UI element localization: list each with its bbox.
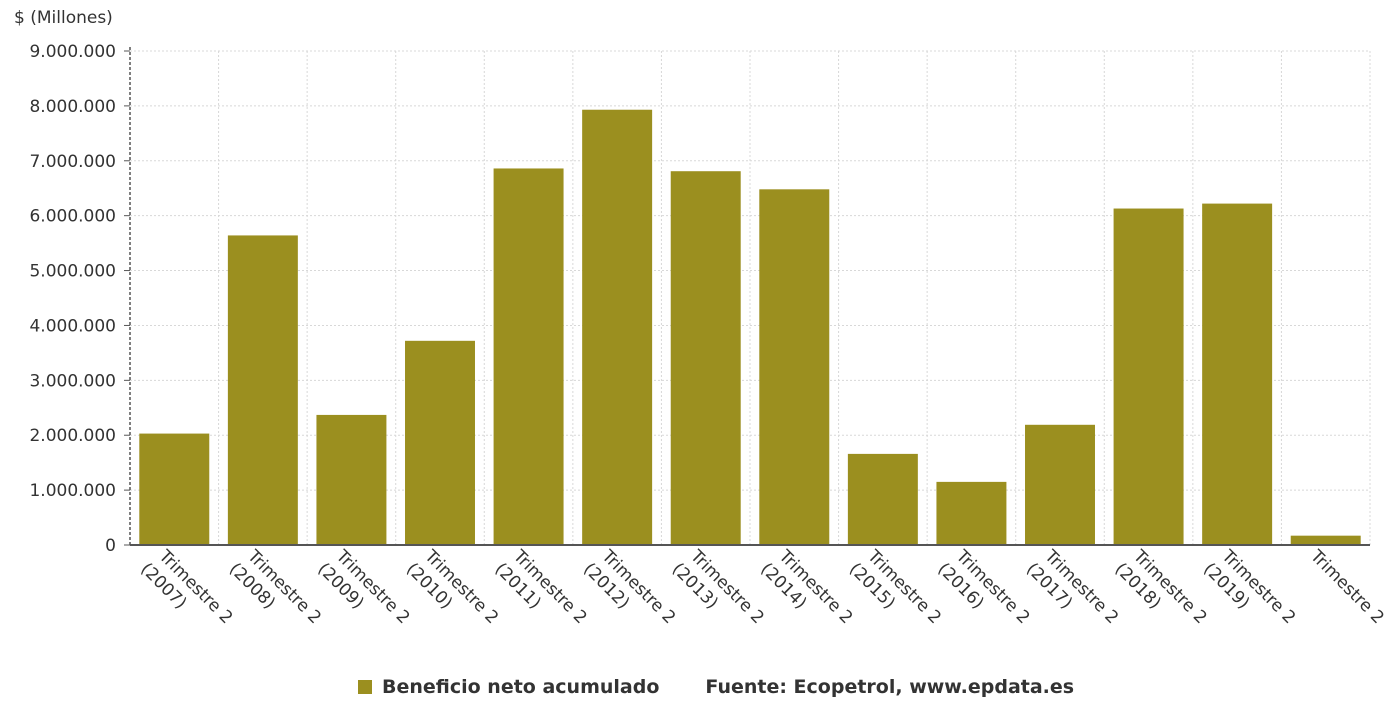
bar: [1202, 203, 1273, 545]
y-tick-label: 0: [105, 536, 116, 556]
y-tick-label: 6.000.000: [29, 207, 116, 227]
x-tick-label: Trimestre 2(2018): [1111, 544, 1211, 644]
bar: [493, 168, 564, 545]
y-tick-label: 3.000.000: [29, 371, 116, 391]
y-tick-label: 2.000.000: [29, 426, 116, 446]
x-tick-label: Trimestre 2(2013): [668, 544, 768, 644]
x-tick-label: Trimestre 2(2007): [136, 544, 236, 644]
y-tick-label: 8.000.000: [29, 97, 116, 117]
bar: [582, 109, 653, 545]
x-tick-label: Trimestre 2(2012): [579, 544, 679, 644]
legend-swatch: [358, 680, 372, 694]
legend-series-label: Beneficio neto acumulado: [382, 676, 660, 698]
bar: [1025, 424, 1095, 545]
bar: [316, 414, 387, 545]
bar: [1290, 535, 1361, 545]
bar: [759, 189, 830, 545]
y-tick-label: 7.000.000: [29, 152, 116, 172]
bar: [670, 171, 741, 545]
bar: [405, 340, 475, 545]
y-tick-label: 1.000.000: [29, 481, 116, 501]
bar: [1113, 208, 1184, 545]
legend: Beneficio neto acumulado Fuente: Ecopetr…: [358, 676, 1074, 698]
x-tick-label: Trimestre 2(2017): [1022, 544, 1122, 644]
y-axis-unit-label: $ (Millones): [14, 8, 113, 28]
y-tick-label: 9.000.000: [29, 42, 116, 62]
x-tick-label: Trimestre 2(2008): [225, 544, 325, 644]
x-tick-label: Trimestre 2(2009): [314, 544, 414, 644]
bar: [139, 433, 210, 545]
source-label: Fuente: Ecopetrol, www.epdata.es: [705, 676, 1075, 698]
y-tick-label: 4.000.000: [29, 316, 116, 336]
x-tick-label: Trimestre 2: [1305, 546, 1387, 628]
x-tick-label: Trimestre 2(2019): [1199, 544, 1299, 644]
y-tick-label: 5.000.000: [29, 262, 116, 282]
bar: [227, 235, 298, 545]
x-tick-label: Trimestre 2(2014): [756, 544, 856, 644]
x-tick-label: Trimestre 2(2015): [845, 544, 945, 644]
x-tick-label: Trimestre 2(2016): [934, 544, 1034, 644]
x-tick-label: Trimestre 2(2011): [491, 544, 591, 644]
bar: [936, 481, 1007, 545]
x-tick-label: Trimestre 2(2010): [402, 544, 502, 644]
bar: [847, 453, 918, 545]
